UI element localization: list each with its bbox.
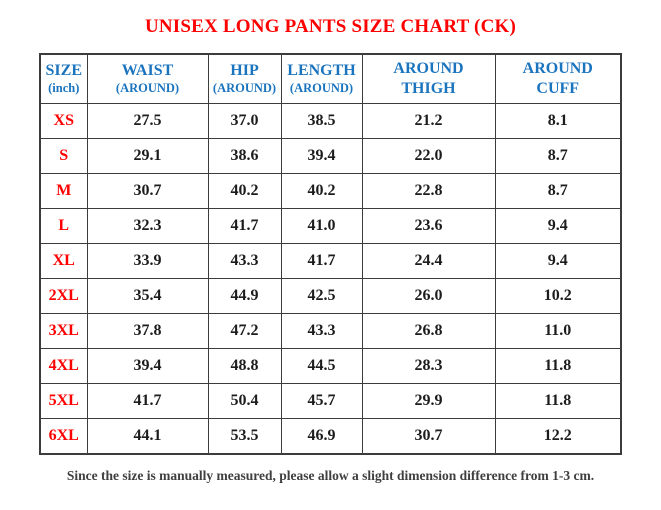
column-header-length: LENGTH (AROUND) bbox=[280, 53, 363, 104]
cell-l-length: 41.0 bbox=[280, 208, 363, 244]
cell-xs-cuff: 8.1 bbox=[494, 103, 622, 139]
cell-6xl-cuff: 12.2 bbox=[494, 418, 622, 454]
column-header-around-cuff-line2: CUFF bbox=[536, 80, 580, 97]
cell-3xl-hip: 47.2 bbox=[207, 313, 282, 349]
size-label-m: M bbox=[39, 173, 88, 209]
table-body: XS 27.5 37.0 38.5 21.2 8.1 S 29.1 38.6 3… bbox=[39, 103, 622, 454]
column-header-waist-line1: WAIST bbox=[121, 62, 174, 80]
column-header-waist-line2: (AROUND) bbox=[115, 81, 180, 96]
cell-2xl-hip: 44.9 bbox=[207, 278, 282, 314]
table-row-xs: XS 27.5 37.0 38.5 21.2 8.1 bbox=[39, 103, 622, 139]
cell-l-waist: 32.3 bbox=[86, 208, 209, 244]
cell-l-hip: 41.7 bbox=[207, 208, 282, 244]
table-header: SIZE (inch) WAIST (AROUND) HIP (AROUND) … bbox=[39, 53, 622, 104]
cell-m-waist: 30.7 bbox=[86, 173, 209, 209]
cell-3xl-cuff: 11.0 bbox=[494, 313, 622, 349]
size-chart-table: SIZE (inch) WAIST (AROUND) HIP (AROUND) … bbox=[39, 53, 622, 455]
cell-2xl-cuff: 10.2 bbox=[494, 278, 622, 314]
column-header-hip-line2: (AROUND) bbox=[212, 81, 277, 96]
cell-5xl-hip: 50.4 bbox=[207, 383, 282, 419]
cell-l-thigh: 23.6 bbox=[361, 208, 496, 244]
table-row-xl: XL 33.9 43.3 41.7 24.4 9.4 bbox=[39, 243, 622, 279]
cell-xl-hip: 43.3 bbox=[207, 243, 282, 279]
size-label-s: S bbox=[39, 138, 88, 174]
cell-xl-thigh: 24.4 bbox=[361, 243, 496, 279]
cell-3xl-waist: 37.8 bbox=[86, 313, 209, 349]
cell-5xl-length: 45.7 bbox=[280, 383, 363, 419]
table-row-5xl: 5XL 41.7 50.4 45.7 29.9 11.8 bbox=[39, 383, 622, 419]
cell-5xl-waist: 41.7 bbox=[86, 383, 209, 419]
cell-xs-length: 38.5 bbox=[280, 103, 363, 139]
cell-4xl-waist: 39.4 bbox=[86, 348, 209, 384]
table-row-2xl: 2XL 35.4 44.9 42.5 26.0 10.2 bbox=[39, 278, 622, 314]
column-header-waist: WAIST (AROUND) bbox=[86, 53, 209, 104]
cell-s-waist: 29.1 bbox=[86, 138, 209, 174]
cell-m-hip: 40.2 bbox=[207, 173, 282, 209]
cell-6xl-waist: 44.1 bbox=[86, 418, 209, 454]
size-label-5xl: 5XL bbox=[39, 383, 88, 419]
column-header-around-cuff-line1: AROUND bbox=[522, 60, 593, 77]
cell-s-cuff: 8.7 bbox=[494, 138, 622, 174]
cell-4xl-thigh: 28.3 bbox=[361, 348, 496, 384]
column-header-size: SIZE (inch) bbox=[39, 53, 88, 104]
cell-xs-hip: 37.0 bbox=[207, 103, 282, 139]
measurement-disclaimer: Since the size is manually measured, ple… bbox=[66, 468, 595, 483]
header-row: SIZE (inch) WAIST (AROUND) HIP (AROUND) … bbox=[39, 53, 622, 104]
size-label-xl: XL bbox=[39, 243, 88, 279]
column-header-size-line1: SIZE bbox=[45, 62, 82, 80]
cell-4xl-length: 44.5 bbox=[280, 348, 363, 384]
column-header-hip-line1: HIP bbox=[230, 62, 259, 80]
cell-4xl-hip: 48.8 bbox=[207, 348, 282, 384]
size-label-4xl: 4XL bbox=[39, 348, 88, 384]
cell-xs-waist: 27.5 bbox=[86, 103, 209, 139]
cell-s-hip: 38.6 bbox=[207, 138, 282, 174]
size-label-xs: XS bbox=[39, 103, 88, 139]
table-row-l: L 32.3 41.7 41.0 23.6 9.4 bbox=[39, 208, 622, 244]
cell-m-cuff: 8.7 bbox=[494, 173, 622, 209]
column-header-length-line2: (AROUND) bbox=[289, 81, 354, 96]
table-row-s: S 29.1 38.6 39.4 22.0 8.7 bbox=[39, 138, 622, 174]
cell-3xl-length: 43.3 bbox=[280, 313, 363, 349]
cell-2xl-thigh: 26.0 bbox=[361, 278, 496, 314]
column-header-length-line1: LENGTH bbox=[287, 62, 356, 80]
size-label-3xl: 3XL bbox=[39, 313, 88, 349]
column-header-around-thigh-line1: AROUND bbox=[393, 60, 464, 77]
cell-s-thigh: 22.0 bbox=[361, 138, 496, 174]
cell-m-length: 40.2 bbox=[280, 173, 363, 209]
cell-xl-waist: 33.9 bbox=[86, 243, 209, 279]
cell-3xl-thigh: 26.8 bbox=[361, 313, 496, 349]
table-row-6xl: 6XL 44.1 53.5 46.9 30.7 12.2 bbox=[39, 418, 622, 454]
cell-xl-cuff: 9.4 bbox=[494, 243, 622, 279]
cell-2xl-waist: 35.4 bbox=[86, 278, 209, 314]
size-label-6xl: 6XL bbox=[39, 418, 88, 454]
cell-s-length: 39.4 bbox=[280, 138, 363, 174]
cell-6xl-hip: 53.5 bbox=[207, 418, 282, 454]
cell-xl-length: 41.7 bbox=[280, 243, 363, 279]
column-header-around-cuff: AROUND CUFF bbox=[494, 53, 622, 104]
column-header-size-line2: (inch) bbox=[48, 81, 80, 96]
cell-xs-thigh: 21.2 bbox=[361, 103, 496, 139]
size-label-2xl: 2XL bbox=[39, 278, 88, 314]
table-row-3xl: 3XL 37.8 47.2 43.3 26.8 11.0 bbox=[39, 313, 622, 349]
size-label-l: L bbox=[39, 208, 88, 244]
cell-5xl-thigh: 29.9 bbox=[361, 383, 496, 419]
cell-4xl-cuff: 11.8 bbox=[494, 348, 622, 384]
cell-l-cuff: 9.4 bbox=[494, 208, 622, 244]
cell-6xl-thigh: 30.7 bbox=[361, 418, 496, 454]
cell-6xl-length: 46.9 bbox=[280, 418, 363, 454]
column-header-around-thigh: AROUND THIGH bbox=[361, 53, 496, 104]
table-row-m: M 30.7 40.2 40.2 22.8 8.7 bbox=[39, 173, 622, 209]
cell-5xl-cuff: 11.8 bbox=[494, 383, 622, 419]
table-row-4xl: 4XL 39.4 48.8 44.5 28.3 11.8 bbox=[39, 348, 622, 384]
cell-2xl-length: 42.5 bbox=[280, 278, 363, 314]
column-header-hip: HIP (AROUND) bbox=[207, 53, 282, 104]
page-title: UNISEX LONG PANTS SIZE CHART (CK) bbox=[144, 16, 517, 37]
cell-m-thigh: 22.8 bbox=[361, 173, 496, 209]
column-header-around-thigh-line2: THIGH bbox=[401, 80, 456, 97]
